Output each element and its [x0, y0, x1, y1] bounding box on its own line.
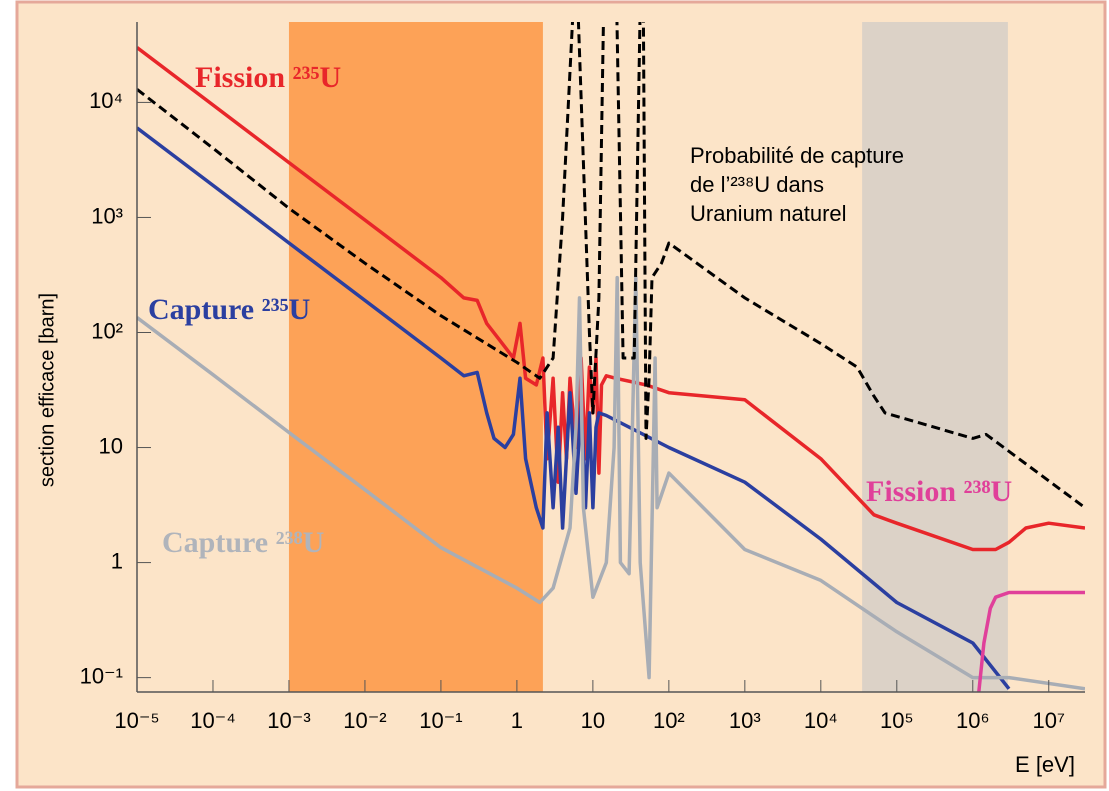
curve-annotation: de l’²³⁸U dans [690, 172, 824, 197]
curve [137, 46, 1085, 552]
bands [288, 22, 1008, 692]
y-tick-label: 10 [99, 433, 123, 458]
dashed-curve [137, 22, 1085, 509]
curve-label: Fission ²³⁸U [866, 475, 1012, 508]
x-tick-label: 10³ [729, 708, 761, 733]
x-axis-label: E [eV] [1015, 752, 1075, 777]
x-tick-label: 10⁶ [956, 708, 990, 733]
curve-label: Capture ²³⁸U [162, 526, 324, 559]
y-tick-label: 10⁻¹ [80, 663, 123, 688]
curve [977, 590, 1085, 692]
y-axis-label: section efficace [barn] [36, 293, 58, 487]
curve-annotation: Probabilité de capture [690, 143, 904, 168]
x-tick-label: 10² [653, 708, 685, 733]
curves [137, 22, 1085, 692]
axes: 10⁻⁵ 10⁻⁴ 10⁻³ 10⁻² 10⁻¹ 1 10 10² 10³ 10⁴ 10⁵ 10⁶ 10… [80, 88, 1065, 733]
x-tick-label: 1 [511, 708, 523, 733]
x-tick-label: 10 [581, 708, 605, 733]
x-tick-label: 10⁻¹ [419, 708, 462, 733]
x-tick-label: 10⁻⁵ [114, 708, 159, 733]
shaded-band [862, 22, 1008, 692]
y-tick-label: 10⁴ [89, 88, 123, 113]
x-tick-label: 10⁻² [343, 708, 386, 733]
y-tick-label: 10³ [91, 203, 123, 228]
x-tick-label: 10⁻⁴ [190, 708, 236, 733]
x-tick-label: 10⁻³ [267, 708, 310, 733]
x-tick-label: 10⁷ [1033, 708, 1065, 733]
y-tick-label: 10² [91, 318, 123, 343]
curve-label: Fission ²³⁵U [195, 61, 341, 94]
y-tick-label: 1 [111, 548, 123, 573]
x-tick-label: 10⁵ [880, 708, 914, 733]
shaded-band [288, 22, 543, 692]
x-tick-label: 10⁴ [804, 708, 838, 733]
curve-annotation: Uranium naturel [690, 201, 847, 226]
curve-label: Capture ²³⁵U [148, 293, 310, 326]
curve [137, 275, 1085, 691]
